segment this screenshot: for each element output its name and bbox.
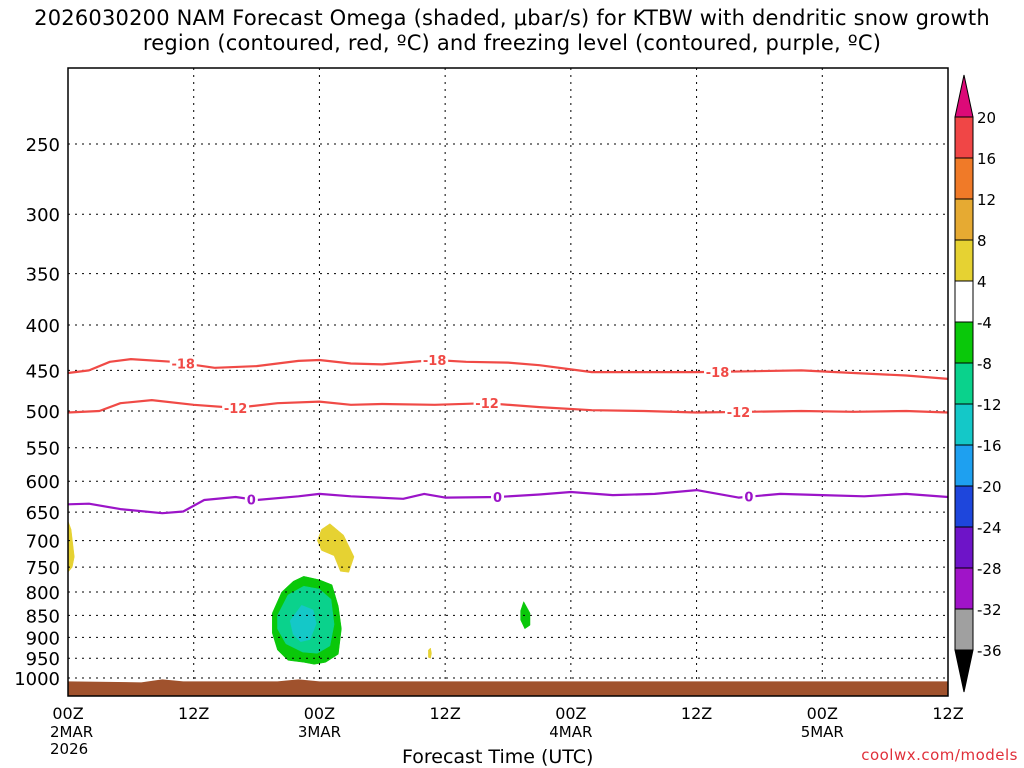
contour-label-3-3: 0 [744,491,753,506]
colorbar-swatch-13 [954,608,974,651]
credit-link[interactable]: coolwx.com/models [861,746,1018,764]
colorbar-label-1: 16 [977,150,996,168]
y-tick-label-800: 800 [26,583,60,604]
y-tick-label-750: 750 [26,558,60,579]
colorbar-swatch-2 [954,157,974,200]
contour-label-bg-2-2 [473,396,501,411]
omega-region-1 [67,520,75,573]
contour-label-bg-1-2 [421,353,449,368]
omega-region-7 [520,600,531,630]
y-tick-label-700: 700 [26,532,60,553]
x-tick-label-12: 12Z [178,704,209,723]
ground-layer [67,679,949,697]
colorbar-label-7: -12 [977,396,1002,414]
y-tick-label-450: 450 [26,361,60,382]
colorbar-label-5: -4 [977,314,992,332]
colorbar-top-arrow [954,74,974,118]
colorbar-swatch-1 [954,116,974,159]
x-tick-year-0: 2026 [50,740,88,758]
contour-label-1-2: -18 [423,354,447,369]
y-axis: 2503003504004505005506006507007508008509… [14,135,60,690]
contour-label-1-1: -18 [171,357,195,372]
colorbar-swatch-10 [954,485,974,528]
y-tick-label-400: 400 [26,316,60,337]
colorbar-swatch-11 [954,526,974,569]
colorbar-label-4: 4 [977,273,987,291]
x-axis-label: Forecast Time (UTC) [402,746,594,768]
x-tick-label-72: 00Z [807,704,838,723]
contour-line-2 [67,399,949,414]
contour-label-bg-3-2 [491,489,505,504]
omega-region-6 [289,604,317,642]
colorbar-swatch-9 [954,444,974,487]
colorbar-swatch-7 [954,362,974,405]
x-tick-date-72: 5MAR [801,723,844,741]
colorbar-label-13: -36 [977,642,1002,660]
x-tick-label-84: 12Z [932,704,963,723]
omega-region-2 [317,523,355,573]
y-tick-label-850: 850 [26,606,60,627]
colorbar-label-3: 8 [977,232,987,250]
x-tick-label-48: 00Z [555,704,586,723]
y-tick-label-250: 250 [26,135,60,156]
colorbar-swatch-12 [954,567,974,610]
x-tick-label-0: 00Z [52,704,83,723]
x-tick-label-60: 12Z [681,704,712,723]
colorbar-swatch-6 [954,321,974,364]
colorbar-label-0: 20 [977,109,996,127]
colorbar: 20 16 12 8 4 -4 -8 -12 -16 -20 -24 -28 -32 -36 [954,74,1002,693]
chart-title: 2026030200 NAM Forecast Omega (shaded, μ… [34,6,990,55]
contour-layer: -18 -18 -18 -12 -12 -12 0 0 0 [67,353,949,515]
x-tick-label-24: 00Z [304,704,335,723]
grid-layer [68,68,948,696]
x-tick-label-36: 12Z [429,704,460,723]
colorbar-swatch-8 [954,403,974,446]
contour-label-bg-3-3 [742,489,756,504]
omega-shading-layer [67,520,531,665]
omega-region-3 [428,647,432,659]
contour-label-bg-3-1 [244,492,258,507]
colorbar-swatch-3 [954,198,974,241]
colorbar-label-2: 12 [977,191,996,209]
contour-label-2-2: -12 [475,397,499,412]
colorbar-label-6: -8 [977,355,992,373]
contour-label-bg-2-3 [724,404,752,419]
contour-label-2-3: -12 [727,406,751,421]
contour-label-bg-2-1 [222,400,250,415]
contour-label-3-2: 0 [493,491,502,506]
colorbar-bottom-arrow [954,649,974,693]
x-tick-date-48: 4MAR [549,723,592,741]
ground-terrain [67,679,949,697]
contour-label-2-1: -12 [224,402,248,417]
contour-label-bg-1-3 [704,364,732,379]
y-tick-label-600: 600 [26,472,60,493]
y-tick-label-1000: 1000 [14,669,60,690]
y-tick-label-950: 950 [26,649,60,670]
contour-label-1-3: -18 [706,366,730,381]
contour-label-bg-1-1 [169,356,197,371]
colorbar-label-11: -28 [977,560,1002,578]
x-tick-date-24: 3MAR [298,723,341,741]
x-tick-date-0: 2MAR [50,723,93,741]
y-tick-label-650: 650 [26,503,60,524]
colorbar-swatch-4 [954,239,974,282]
contour-line-1 [67,358,949,380]
y-tick-label-550: 550 [26,439,60,460]
y-tick-label-300: 300 [26,205,60,226]
contour-label-3-1: 0 [247,493,256,508]
colorbar-label-9: -20 [977,478,1002,496]
y-tick-label-350: 350 [26,265,60,286]
colorbar-label-8: -16 [977,437,1002,455]
plot-frame [67,67,949,697]
contour-line-3 [67,489,949,515]
y-tick-label-900: 900 [26,628,60,649]
colorbar-label-12: -32 [977,601,1002,619]
y-tick-label-500: 500 [26,402,60,423]
colorbar-swatch-5 [954,280,974,323]
colorbar-label-10: -24 [977,519,1002,537]
